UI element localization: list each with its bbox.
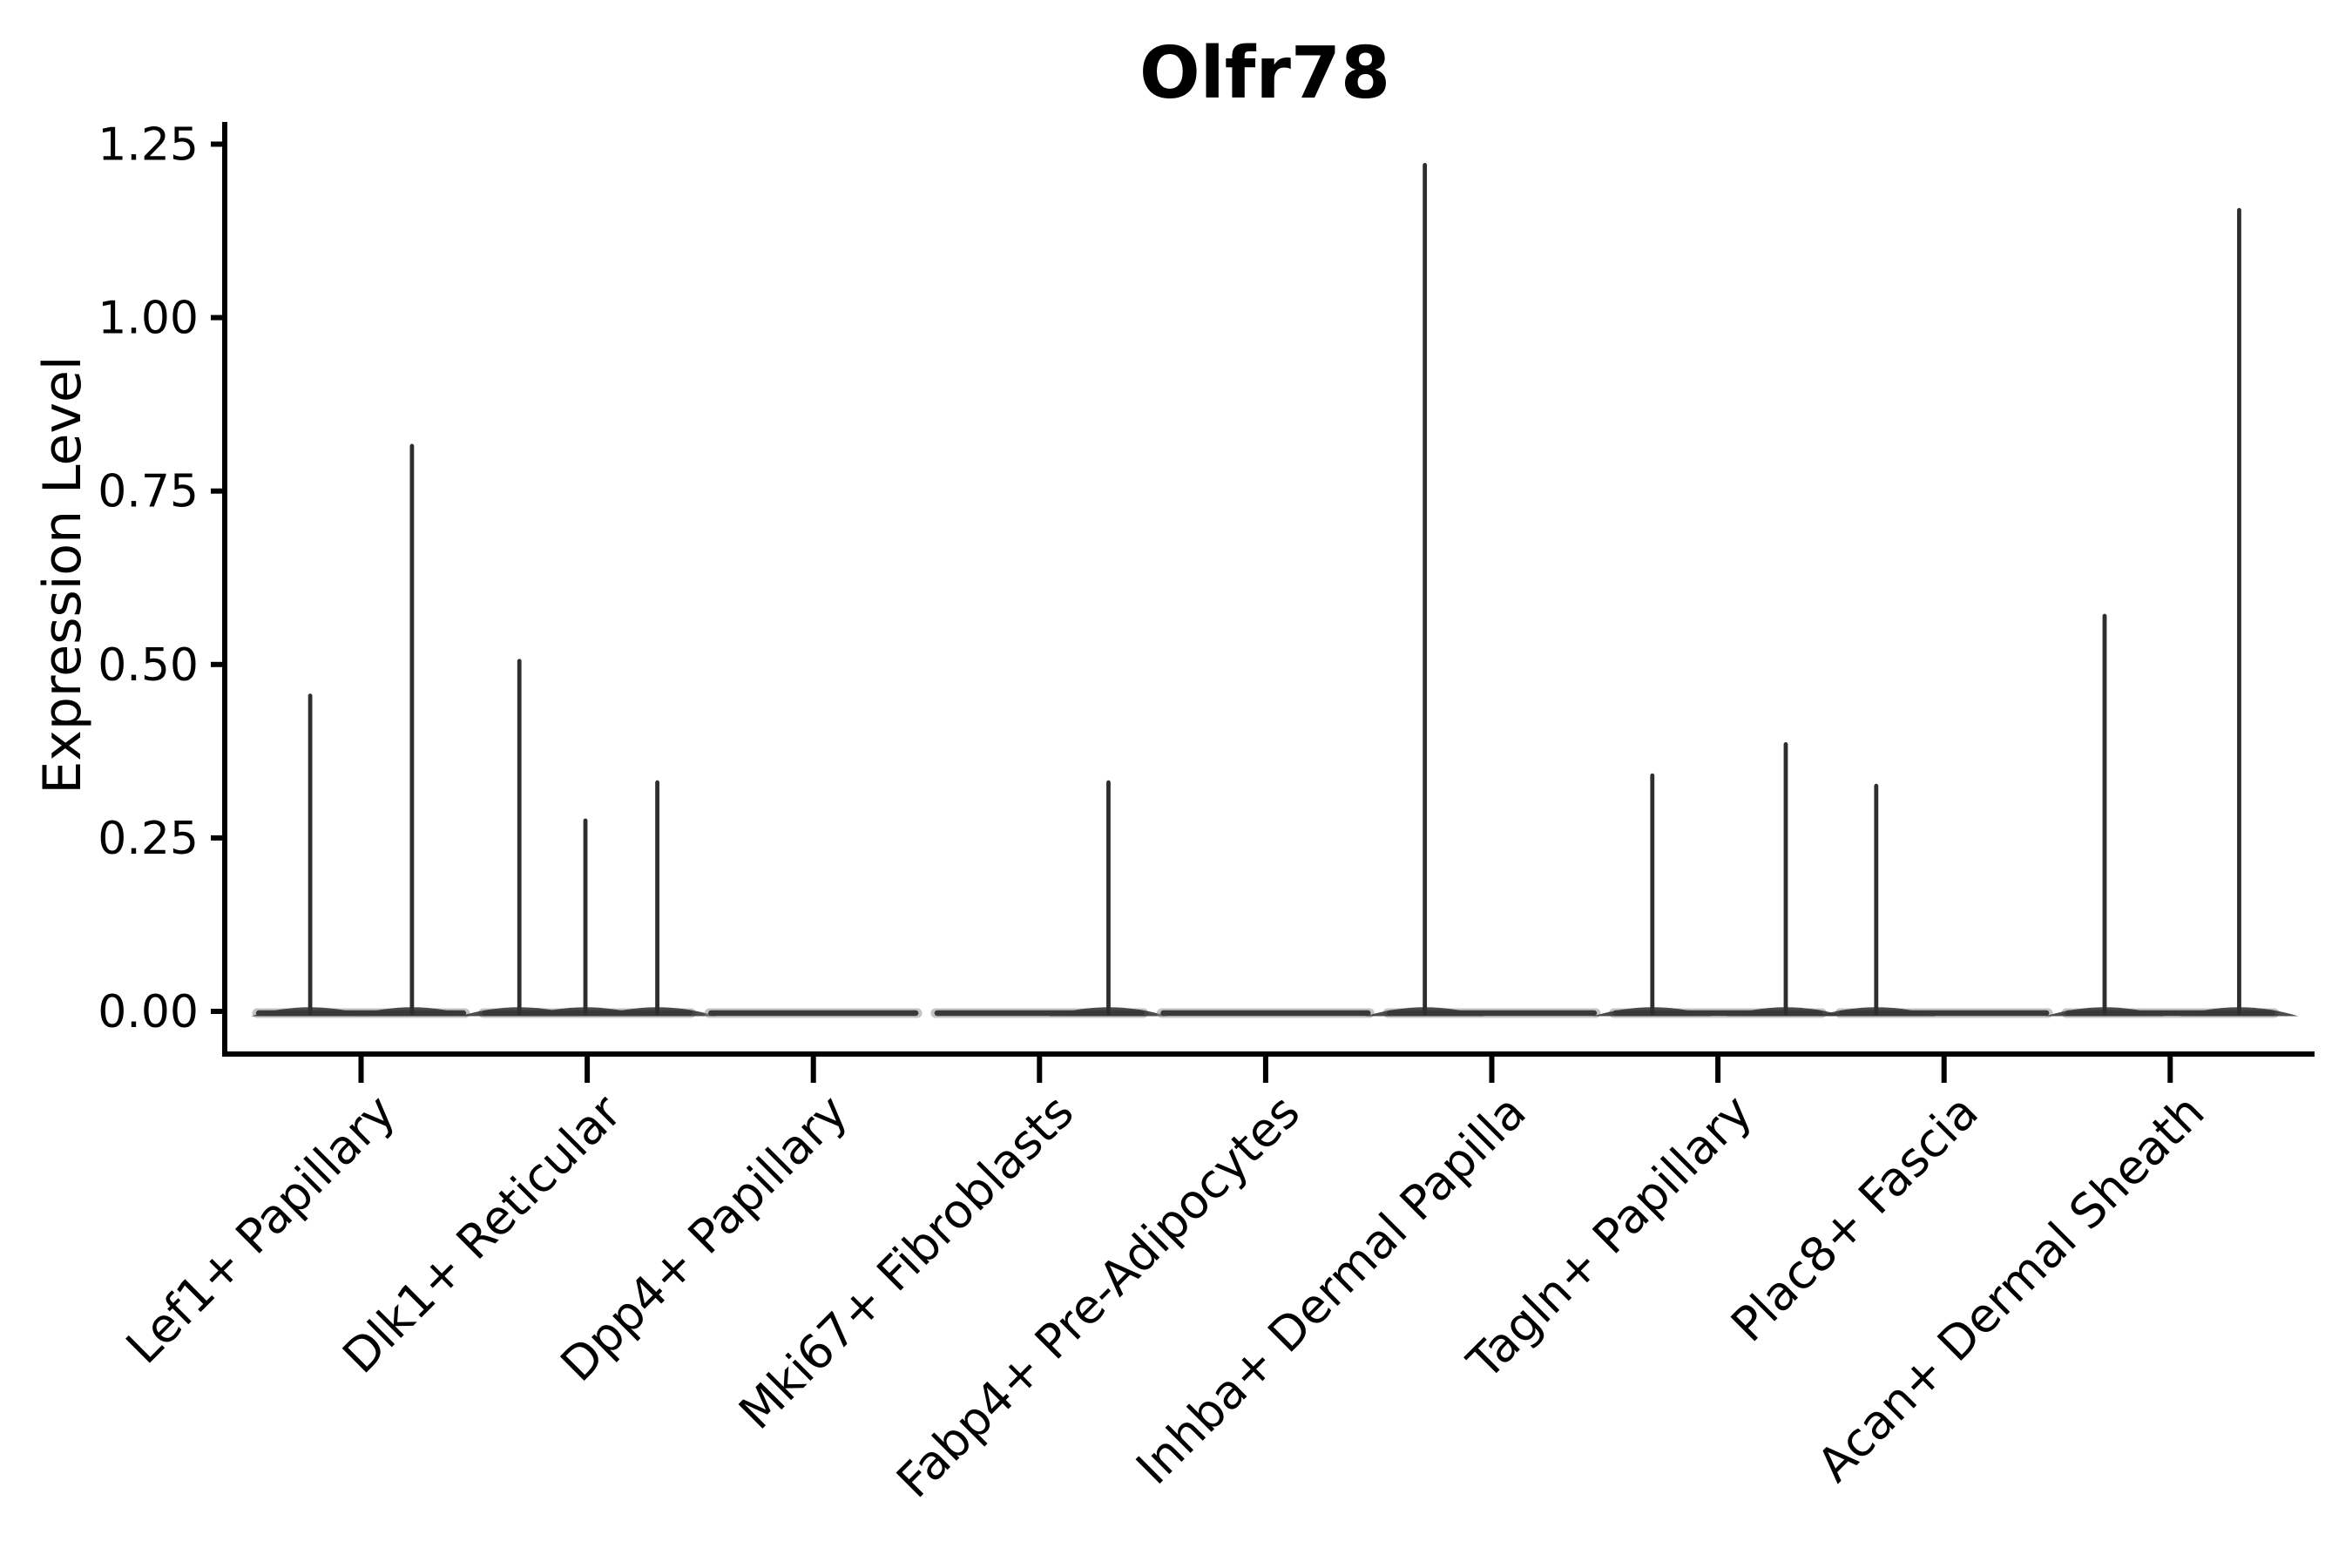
y-tick-label: 0.25 [98, 813, 199, 865]
y-tick-label: 1.25 [98, 119, 199, 172]
chart-title: Olfr78 [1139, 32, 1390, 115]
y-tick-label: 0.00 [98, 986, 199, 1038]
y-tick-label: 1.00 [98, 293, 199, 345]
x-category-label: Acan+ Dermal Sheath [1807, 1085, 2214, 1492]
y-tick-label: 0.75 [98, 466, 199, 518]
x-category-label: Inhba+ Dermal Papilla [1125, 1085, 1536, 1495]
x-category-label: Fabp4+ Pre-Adipocytes [886, 1085, 1310, 1509]
y-axis-label: Expression Level [32, 355, 93, 794]
y-tick-label: 0.50 [98, 639, 199, 692]
